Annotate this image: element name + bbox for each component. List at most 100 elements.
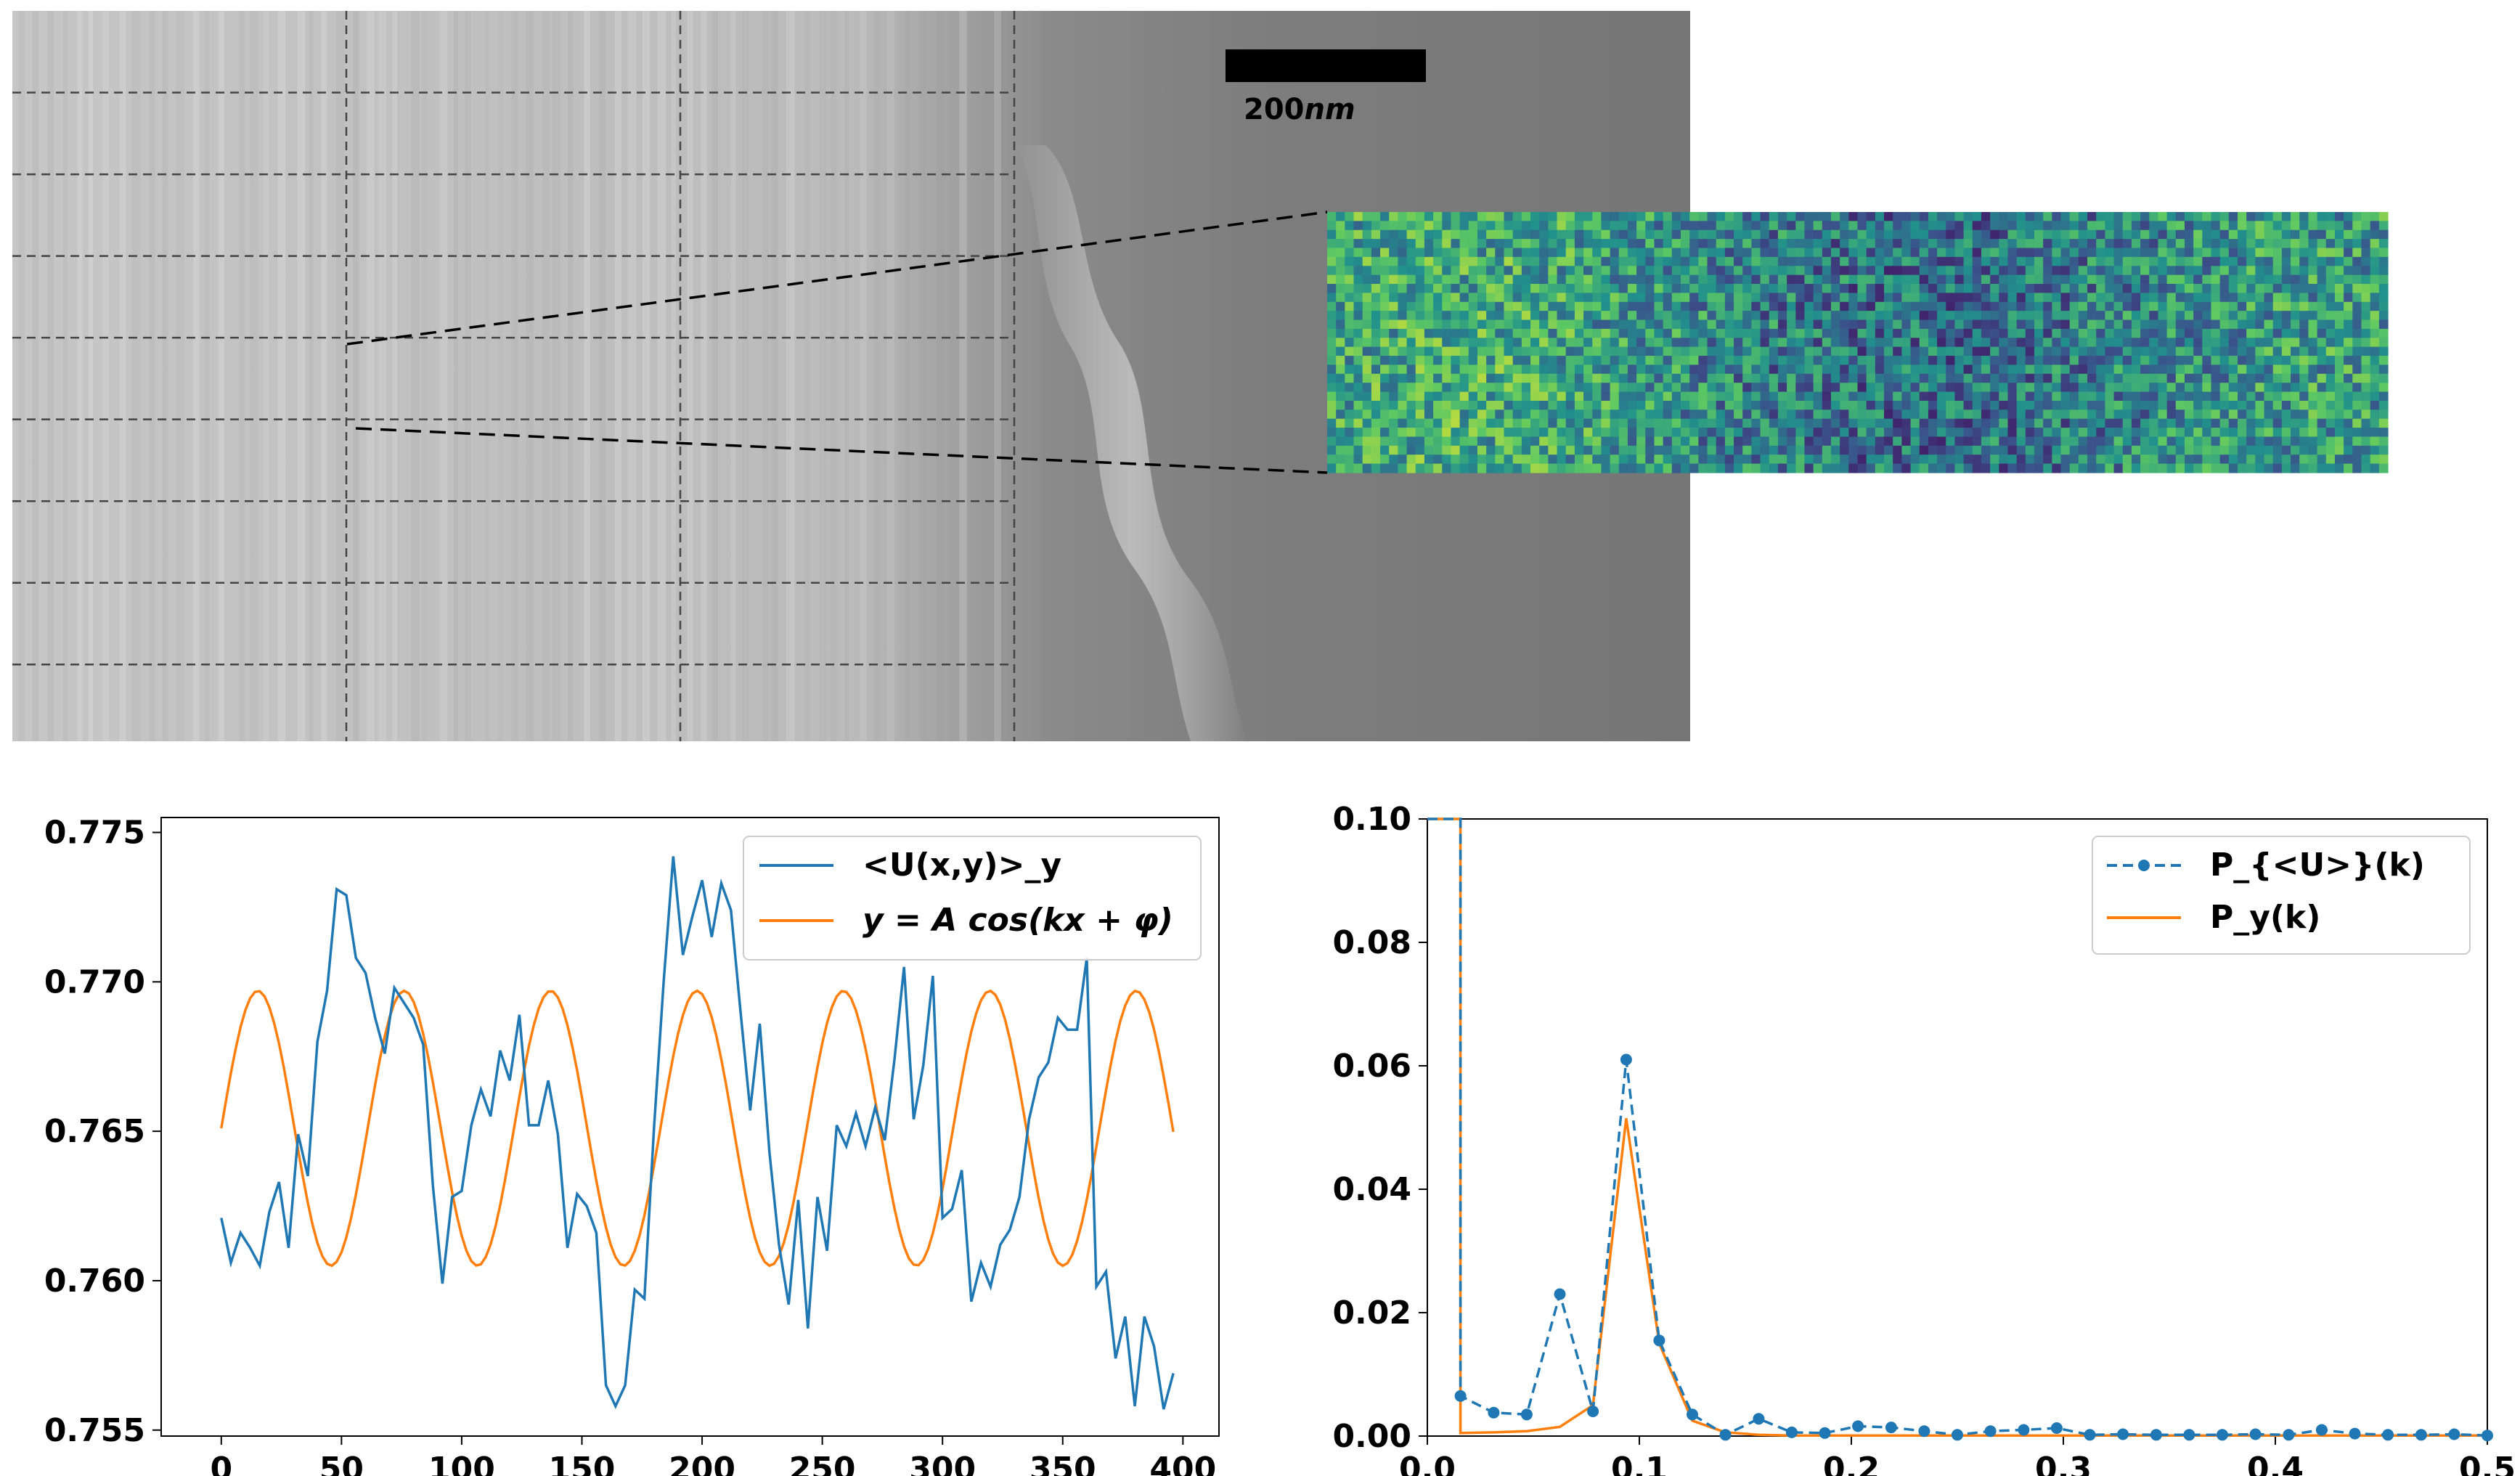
heatmap-cell xyxy=(2105,373,2115,383)
heatmap-cell xyxy=(2370,319,2380,330)
heatmap-cell xyxy=(1565,319,1575,330)
heatmap-cell xyxy=(2308,293,2318,303)
heatmap-cell xyxy=(1663,428,1673,438)
heatmap-cell xyxy=(1398,445,1408,455)
heatmap-cell xyxy=(1530,212,1540,221)
heatmap-cell xyxy=(2140,311,2150,321)
heatmap-cell xyxy=(1468,221,1478,231)
heatmap-cell xyxy=(2025,301,2035,311)
heatmap-cell xyxy=(1601,274,1611,285)
heatmap-cell xyxy=(1380,256,1390,266)
micrograph-stripe xyxy=(974,11,981,741)
heatmap-cell xyxy=(1459,328,1469,338)
heatmap-cell xyxy=(2025,229,2035,240)
heatmap-cell xyxy=(2291,274,2300,285)
chart1-x-tick-label: 400 xyxy=(1149,1451,1216,1476)
heatmap-cell xyxy=(1840,383,1849,393)
heatmap-cell xyxy=(2272,212,2283,221)
heatmap-cell xyxy=(2352,293,2362,303)
heatmap-cell xyxy=(1592,284,1602,294)
heatmap-cell xyxy=(1557,356,1567,366)
heatmap-cell xyxy=(2158,284,2168,294)
heatmap-cell xyxy=(1442,212,1452,221)
heatmap-cell xyxy=(1557,346,1567,356)
heatmap-cell xyxy=(1910,454,1920,465)
heatmap-cell xyxy=(2378,428,2389,438)
heatmap-cell xyxy=(1424,266,1434,276)
heatmap-cell xyxy=(1406,436,1416,447)
heatmap-cell xyxy=(1663,445,1673,455)
heatmap-cell xyxy=(2308,221,2318,231)
heatmap-cell xyxy=(2166,400,2177,410)
heatmap-cell xyxy=(1928,383,1938,393)
heatmap-cell xyxy=(1795,356,1806,366)
heatmap-cell xyxy=(1512,248,1522,258)
heatmap-cell xyxy=(1353,428,1363,438)
heatmap-cell xyxy=(2219,373,2230,383)
heatmap-cell xyxy=(2352,212,2362,221)
micrograph-stripe xyxy=(162,11,168,741)
heatmap-cell xyxy=(2113,428,2124,438)
heatmap-cell xyxy=(2025,364,2035,375)
heatmap-cell xyxy=(2361,256,2371,266)
heatmap-cell xyxy=(1795,248,1806,258)
heatmap-cell xyxy=(1840,293,1849,303)
heatmap-cell xyxy=(1371,311,1381,321)
heatmap-cell xyxy=(1689,428,1699,438)
heatmap-cell xyxy=(2158,311,2168,321)
heatmap-cell xyxy=(2043,409,2052,420)
heatmap-cell xyxy=(2344,338,2353,348)
heatmap-cell xyxy=(1857,274,1867,285)
chart2-legend-box xyxy=(2092,836,2471,955)
heatmap-cell xyxy=(1345,418,1355,428)
heatmap-cell xyxy=(1442,274,1452,285)
heatmap-cell xyxy=(1477,221,1487,231)
heatmap-cell xyxy=(1459,239,1469,249)
heatmap-cell xyxy=(1654,328,1664,338)
heatmap-cell xyxy=(2184,274,2194,285)
heatmap-cell xyxy=(1954,284,1965,294)
heatmap-cell xyxy=(1495,445,1505,455)
heatmap-cell xyxy=(1875,346,1885,356)
heatmap-cell xyxy=(1866,284,1876,294)
heatmap-cell xyxy=(2228,463,2238,473)
heatmap-cell xyxy=(1937,311,1946,321)
heatmap-cell xyxy=(1848,400,1859,410)
heatmap-cell xyxy=(1689,301,1699,311)
heatmap-cell xyxy=(1654,445,1664,455)
heatmap-cell xyxy=(1398,454,1408,465)
heatmap-cell xyxy=(2344,428,2353,438)
heatmap-cell xyxy=(1353,436,1363,447)
heatmap-cell xyxy=(1459,445,1469,455)
heatmap-cell xyxy=(1822,400,1832,410)
heatmap-cell xyxy=(2299,274,2309,285)
heatmap-cell xyxy=(1734,311,1743,321)
heatmap-cell xyxy=(1645,212,1655,221)
heatmap-cell xyxy=(1654,436,1664,447)
heatmap-cell xyxy=(2007,256,2018,266)
heatmap-cell xyxy=(1734,436,1743,447)
heatmap-cell xyxy=(2140,364,2150,375)
chart2-point xyxy=(2084,1429,2096,1441)
heatmap-cell xyxy=(2255,463,2265,473)
heatmap-cell xyxy=(2105,400,2115,410)
heatmap-cell xyxy=(1734,454,1743,465)
heatmap-cell xyxy=(1990,293,1999,303)
heatmap-cell xyxy=(1795,239,1806,249)
heatmap-cell xyxy=(1486,239,1496,249)
heatmap-cell xyxy=(2361,364,2371,375)
heatmap-cell xyxy=(2043,229,2052,240)
heatmap-cell xyxy=(2087,409,2097,420)
heatmap-cell xyxy=(1777,221,1787,231)
heatmap-cell xyxy=(1954,301,1965,311)
heatmap-cell xyxy=(1459,391,1469,401)
heatmap-cell xyxy=(2219,364,2230,375)
heatmap-cell xyxy=(2025,274,2035,285)
heatmap-cell xyxy=(2105,356,2115,366)
heatmap-cell xyxy=(1636,293,1646,303)
heatmap-cell xyxy=(1716,256,1726,266)
chart1-x-tick-label: 200 xyxy=(669,1451,735,1476)
heatmap-cell xyxy=(1919,364,1929,375)
heatmap-cell xyxy=(2122,301,2132,311)
heatmap-cell xyxy=(1451,221,1461,231)
